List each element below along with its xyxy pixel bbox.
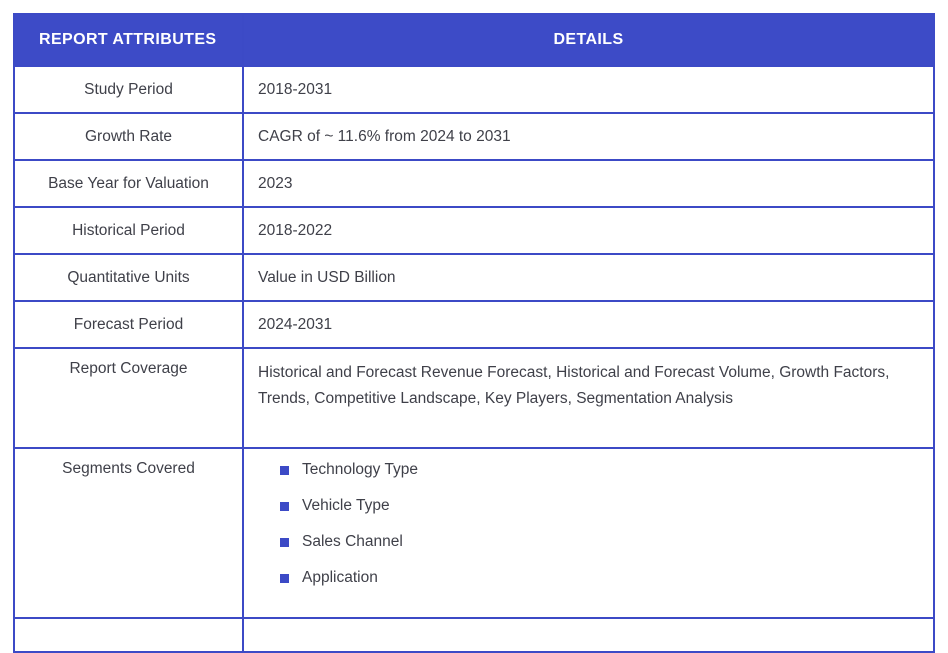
attribute-label: Growth Rate [13,112,244,161]
attribute-label: Report Coverage [13,347,244,449]
segment-label: Sales Channel [302,533,403,550]
table-header-row: REPORT ATTRIBUTES DETAILS [13,13,935,67]
segment-label: Vehicle Type [302,497,390,514]
detail-value: Value in USD Billion [242,253,935,302]
report-attributes-table: REPORT ATTRIBUTES DETAILS Study Period 2… [13,13,935,653]
attribute-label: Historical Period [13,206,244,255]
table-row-study-period: Study Period 2018-2031 [13,65,935,114]
list-item: Sales Channel [280,532,919,552]
detail-value: CAGR of ~ 11.6% from 2024 to 2031 [242,112,935,161]
attribute-label: Quantitative Units [13,253,244,302]
detail-value: Historical and Forecast Revenue Forecast… [242,347,935,449]
list-item: Application [280,568,919,588]
detail-value: 2018-2031 [242,65,935,114]
table-row-forecast-period: Forecast Period 2024-2031 [13,300,935,349]
bullet-square-icon [280,538,289,547]
table-row-report-coverage: Report Coverage Historical and Forecast … [13,347,935,449]
attribute-label: Base Year for Valuation [13,159,244,208]
table-row-segments-covered: Segments Covered Technology Type Vehicle… [13,447,935,619]
segment-label: Application [302,569,378,586]
table-row-partial-clipped [13,617,935,653]
bullet-square-icon [280,466,289,475]
detail-value: 2023 [242,159,935,208]
segments-list: Technology Type Vehicle Type Sales Chann… [258,460,919,588]
list-item: Vehicle Type [280,496,919,516]
detail-value: 2018-2022 [242,206,935,255]
segment-label: Technology Type [302,461,419,478]
bullet-square-icon [280,574,289,583]
header-report-attributes: REPORT ATTRIBUTES [13,13,244,67]
detail-value: 2024-2031 [242,300,935,349]
table-row-growth-rate: Growth Rate CAGR of ~ 11.6% from 2024 to… [13,112,935,161]
attribute-label: Forecast Period [13,300,244,349]
attribute-label: Segments Covered [13,447,244,619]
list-item: Technology Type [280,460,919,480]
table-row-historical-period: Historical Period 2018-2022 [13,206,935,255]
attribute-label: Study Period [13,65,244,114]
table-row-base-year: Base Year for Valuation 2023 [13,159,935,208]
bullet-square-icon [280,502,289,511]
table-row-quantitative-units: Quantitative Units Value in USD Billion [13,253,935,302]
report-attributes-table-container: REPORT ATTRIBUTES DETAILS Study Period 2… [13,13,935,653]
header-details: DETAILS [242,13,935,67]
